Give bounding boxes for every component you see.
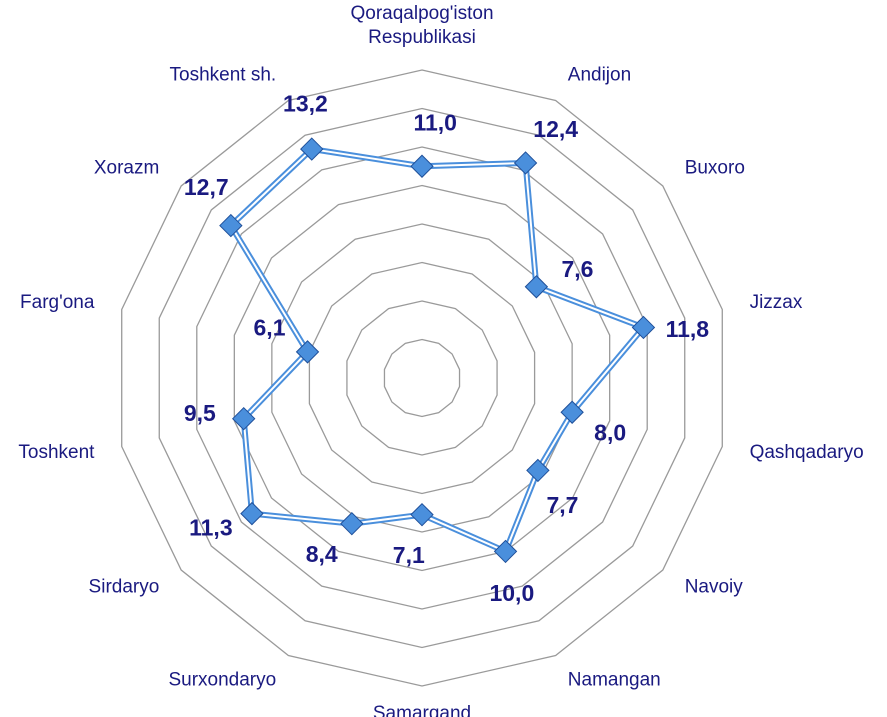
grid-ring <box>158 107 686 649</box>
category-label: Andijon <box>568 64 631 85</box>
category-label: Samarqand <box>373 703 471 717</box>
category-label: Xorazm <box>94 158 159 179</box>
series-line <box>227 146 647 555</box>
point-marker <box>560 400 584 424</box>
value-label: 9,5 <box>184 400 216 426</box>
grid-ring <box>233 184 611 572</box>
point-marker <box>340 511 364 536</box>
value-label: 8,4 <box>306 541 338 567</box>
point-marker <box>240 501 264 526</box>
grid-ring <box>383 338 461 418</box>
point-marker <box>493 539 518 564</box>
grid-ring <box>196 146 648 610</box>
value-label: 7,1 <box>393 542 425 568</box>
value-label: 11,3 <box>189 515 233 541</box>
point-marker <box>219 213 243 238</box>
grid-ring <box>271 223 573 533</box>
point-marker <box>524 275 549 299</box>
value-label: 11,0 <box>413 109 457 135</box>
value-label: 7,6 <box>561 256 593 282</box>
category-label: Toshkent <box>18 442 95 463</box>
value-label: 8,0 <box>594 420 626 446</box>
grid-ring <box>121 69 723 687</box>
point-marker <box>232 406 256 431</box>
value-label: 12,4 <box>533 116 578 142</box>
value-label: 11,8 <box>666 316 710 342</box>
point-marker <box>410 154 434 178</box>
point-marker <box>300 137 324 161</box>
category-label: Buxoro <box>685 158 745 179</box>
category-label: Farg'ona <box>20 292 95 313</box>
category-label: Qashqadaryo <box>750 442 864 463</box>
category-label: Sirdaryo <box>89 577 160 598</box>
value-label: 12,7 <box>184 174 229 200</box>
category-label: Surxondaryo <box>168 670 276 691</box>
category-label: Namangan <box>568 670 661 691</box>
point-marker <box>526 458 550 483</box>
grid-ring <box>346 300 498 456</box>
series-line-inner <box>229 148 645 553</box>
point-marker <box>631 315 656 340</box>
category-label: Jizzax <box>750 292 803 313</box>
point-marker <box>295 340 320 364</box>
value-label: 7,7 <box>547 492 579 518</box>
category-label: Navoiy <box>685 577 744 598</box>
value-label: 6,1 <box>254 315 286 341</box>
point-marker <box>513 151 538 175</box>
grid-ring <box>308 261 536 495</box>
value-label: 13,2 <box>283 91 328 117</box>
point-marker <box>410 502 434 527</box>
category-label: Qoraqalpog'iston Respublikasi <box>350 3 493 48</box>
category-label: Toshkent sh. <box>170 64 277 85</box>
value-label: 10,0 <box>489 580 534 606</box>
